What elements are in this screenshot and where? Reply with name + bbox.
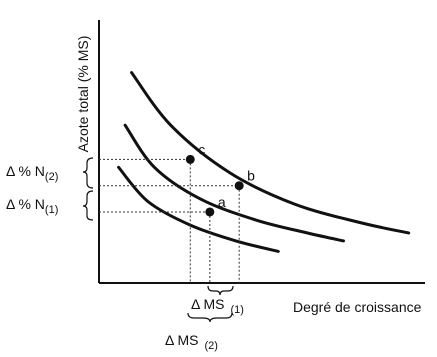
svg-text:Δ % N(1): Δ % N(1) bbox=[6, 196, 58, 216]
brace-ms1 bbox=[207, 285, 234, 296]
point-c bbox=[185, 154, 195, 164]
y-axis-label: Azote total (% MS) bbox=[75, 36, 91, 153]
point-a bbox=[205, 207, 215, 217]
delta-n2-label: Δ % N(2) bbox=[6, 163, 58, 183]
delta-ms2-label: Δ MS (2) bbox=[165, 332, 218, 352]
x-axis-label: Degré de croissance bbox=[293, 299, 422, 315]
point-b bbox=[234, 181, 244, 191]
delta-ms1-sub: (1) bbox=[230, 304, 243, 316]
curve-1 bbox=[130, 71, 411, 235]
dashed-guides bbox=[99, 158, 240, 283]
points: c b a bbox=[185, 141, 255, 217]
delta-n1-sub: (1) bbox=[45, 204, 58, 216]
brace-n1 bbox=[82, 190, 94, 221]
delta-n1-label: Δ % N(1) bbox=[6, 196, 58, 216]
point-label-c: c bbox=[198, 141, 205, 157]
brace-n2 bbox=[82, 157, 94, 189]
point-label-b: b bbox=[247, 168, 255, 184]
brace-ms2 bbox=[187, 312, 233, 323]
delta-ms1-label: Δ MS (1) bbox=[191, 296, 244, 316]
delta-ms2-sub: (2) bbox=[204, 340, 217, 352]
delta-n2-text: Δ % N bbox=[6, 163, 45, 179]
curve-2 bbox=[123, 123, 345, 243]
delta-n2-sub: (2) bbox=[45, 171, 58, 183]
delta-ms2-text: Δ MS bbox=[165, 332, 198, 348]
point-label-a: a bbox=[218, 194, 226, 210]
curves bbox=[117, 71, 411, 253]
svg-text:Δ % N(2): Δ % N(2) bbox=[6, 163, 58, 183]
delta-n1-text: Δ % N bbox=[6, 196, 45, 212]
delta-ms1-text: Δ MS bbox=[191, 296, 224, 312]
